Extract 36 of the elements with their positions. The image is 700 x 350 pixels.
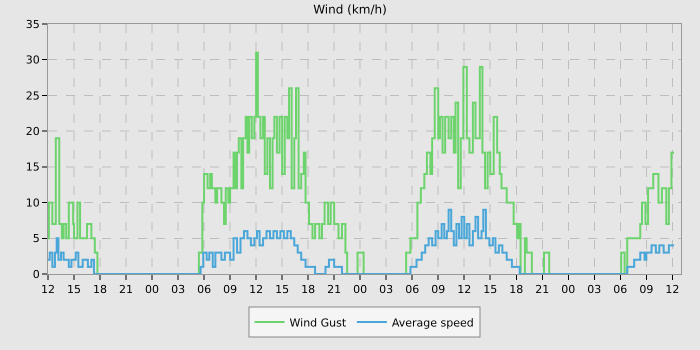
y-tick-label: 25 [26,89,40,102]
y-tick-label: 35 [26,18,40,31]
y-tick-label: 15 [26,160,40,174]
x-tick-label: 12 [41,283,55,296]
x-tick-label: 09 [431,283,446,296]
x-tick-label: 03 [587,283,602,296]
x-tick-label: 06 [405,283,420,296]
x-tick-label: 18 [301,283,316,296]
x-tick-label: 15 [67,283,82,296]
legend-label: Average speed [392,316,474,330]
x-tick-label: 12 [249,283,264,296]
x-tick-label: 03 [171,283,186,296]
x-tick-label: 09 [223,283,238,296]
y-tick-label: 10 [26,196,40,210]
x-tick-label: 12 [457,283,472,296]
x-tick-label: 00 [353,283,368,296]
y-tick-label: 0 [32,268,40,281]
y-tick-label: 20 [26,124,40,138]
x-tick-label: 06 [197,283,212,296]
x-tick-label: 06 [613,283,628,296]
x-tick-label: 21 [535,283,550,296]
x-tick-label: 18 [509,283,524,296]
x-tick-label: 21 [119,283,134,296]
x-tick-label: 21 [327,283,342,296]
x-tick-label: 00 [145,283,160,296]
y-tick-label: 30 [26,54,40,67]
x-tick-label: 09 [639,283,654,296]
x-tick-label: 00 [561,283,576,296]
legend-label: Wind Gust [290,316,347,330]
x-tick-label: 15 [483,283,498,296]
chart-title: Wind (km/h) [313,2,387,17]
x-tick-label: 03 [379,283,394,296]
x-tick-label: 15 [275,283,290,296]
x-tick-label: 12 [665,283,680,296]
x-tick-label: 18 [93,283,108,296]
y-tick-label: 5 [32,232,40,246]
